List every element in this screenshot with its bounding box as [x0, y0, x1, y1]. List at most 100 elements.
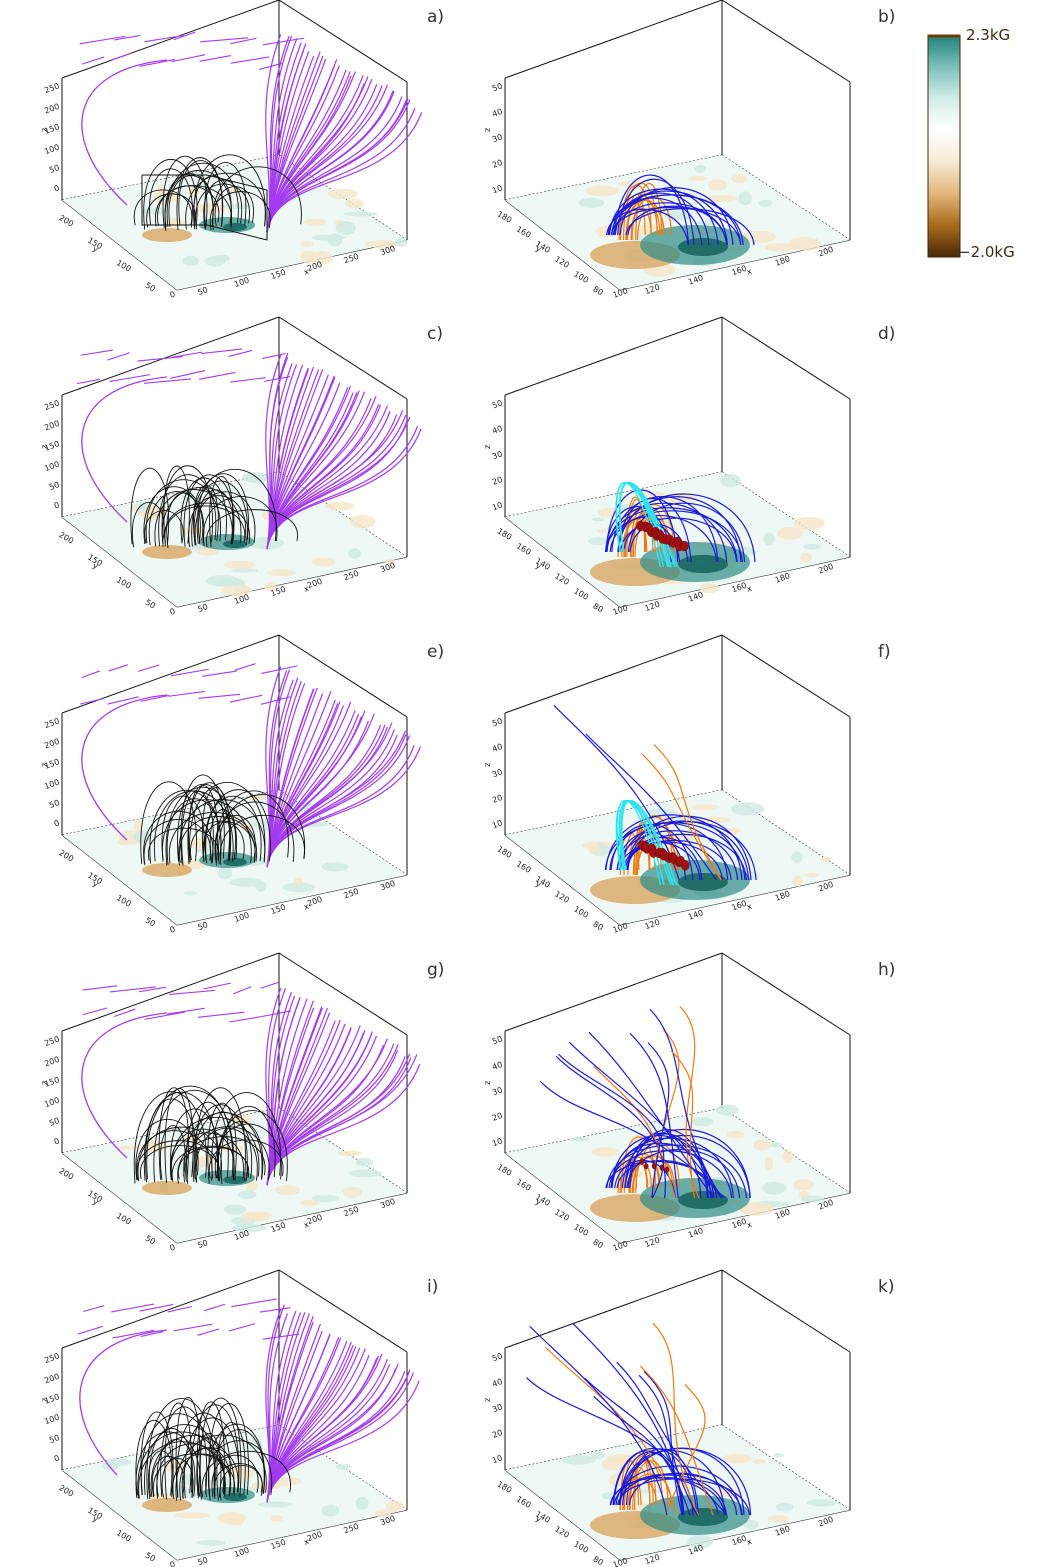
open-field-segment: [139, 1303, 174, 1312]
closed-field-line: [183, 1417, 240, 1499]
floor-blob: [182, 255, 200, 266]
closed-field-line: [180, 774, 225, 864]
tall-field-line: [652, 1322, 700, 1516]
origin-tick-label: 0: [169, 1243, 177, 1253]
z-tick-label: 250: [43, 716, 60, 730]
floor-blob: [764, 1156, 774, 1171]
box-edge: [278, 1269, 408, 1353]
negative-polarity-blob: [142, 228, 192, 242]
closed-field-line: [220, 1106, 276, 1184]
open-field-segment: [173, 1323, 213, 1332]
closed-field-line: [161, 1458, 194, 1498]
flux-rope-segment: [651, 1162, 657, 1170]
field-lines: [604, 481, 756, 568]
field-lines: [79, 663, 421, 868]
x-axis-label: x: [746, 1220, 754, 1230]
open-field-segment: [79, 698, 104, 705]
floor-blob: [117, 1145, 143, 1150]
magnetogram-floor: [505, 1104, 850, 1243]
open-field-segment: [259, 1307, 291, 1313]
closed-field-line: [204, 795, 262, 862]
floor-blob: [355, 1496, 369, 1510]
x-axis-label: x: [303, 902, 311, 912]
open-field-segment: [257, 1010, 291, 1018]
y-tick-label: 50: [144, 916, 157, 929]
closed-field-line: [166, 162, 239, 227]
closed-field-line: [136, 1130, 213, 1181]
floor-blob: [311, 557, 336, 567]
closed-field-line: [158, 474, 217, 547]
closed-field-line: [164, 1402, 192, 1500]
floor-blob: [231, 1224, 268, 1233]
floor-blob: [321, 1504, 340, 1517]
orange-field-line: [629, 1459, 664, 1511]
blue-field-line: [625, 1448, 700, 1516]
flux-rope-segment: [659, 1164, 665, 1171]
floor-blob: [299, 1200, 320, 1206]
floor-blob: [773, 1452, 785, 1458]
floor-blob: [743, 1519, 759, 1530]
floor-blob: [776, 526, 803, 540]
y-axis-label: y: [91, 1197, 100, 1207]
box-edge: [61, 316, 280, 396]
closed-field-line: [143, 1091, 218, 1181]
floor-blob: [327, 233, 343, 247]
z-tick-label: 10: [491, 500, 504, 512]
open-field-segment: [201, 348, 243, 355]
floor-blob: [229, 877, 264, 887]
z-axis-label: z: [40, 1081, 49, 1085]
z-tick-label: 20: [491, 793, 504, 805]
floor-blob: [561, 1455, 596, 1465]
z-tick-label: 10: [491, 1136, 504, 1148]
floor-blob: [385, 1500, 404, 1513]
box-edge: [504, 316, 723, 396]
blue-field-line: [617, 493, 756, 563]
floor-blob: [597, 529, 608, 534]
open-field-segment: [109, 374, 151, 383]
origin-tick-label: 0: [169, 290, 177, 300]
floor-blob: [726, 1130, 745, 1139]
orange-field-line: [618, 193, 659, 241]
y-tick-label: 160: [515, 541, 533, 556]
origin-tick-label: 0: [169, 607, 177, 617]
z-tick-label: 20: [491, 158, 504, 170]
panel-k: k)1020304050z80100120140160180y120140160…: [483, 1269, 894, 1567]
field-lines: [81, 981, 421, 1186]
y-axis-label: y: [534, 1197, 543, 1207]
box-edge: [278, 0, 408, 83]
closed-field-line: [170, 1117, 260, 1181]
floor-blob: [707, 179, 728, 191]
floor-blob: [699, 583, 720, 594]
closed-field-line: [161, 795, 205, 861]
box-edge: [721, 1269, 851, 1353]
open-field-segment: [140, 1331, 164, 1337]
orange-field-line: [630, 207, 652, 241]
tall-field-line: [629, 1032, 679, 1199]
y-tick-label: 200: [57, 1483, 75, 1498]
colorbar: 2.3kG −2.0kG: [927, 26, 1015, 261]
box-edge: [504, 1269, 723, 1349]
floor-blob: [591, 517, 605, 522]
tall-field-line: [670, 1050, 695, 1199]
blue-field-line: [605, 514, 718, 563]
z-tick-label: 200: [43, 737, 60, 751]
tall-field-line: [641, 753, 722, 881]
open-field-segment: [107, 352, 130, 361]
z-tick-label: 100: [43, 778, 60, 792]
tall-field-line: [679, 1005, 700, 1199]
tall-field-line: [643, 1370, 683, 1516]
orange-field-line: [631, 1155, 676, 1194]
z-axis-label: z: [40, 128, 49, 132]
floor-blob: [590, 1451, 606, 1460]
open-field-segment: [140, 694, 170, 702]
open-field-segment: [260, 981, 280, 989]
closed-field-line: [194, 491, 256, 546]
open-field-segment: [144, 34, 184, 43]
open-field-segment: [228, 349, 253, 357]
closed-field-line: [195, 1127, 258, 1183]
origin-tick-label: 100: [612, 286, 629, 300]
open-field-segment: [259, 62, 282, 70]
positive-polarity-core: [223, 858, 247, 866]
open-field-segment: [202, 670, 237, 677]
negative-polarity-blob: [142, 1181, 192, 1195]
